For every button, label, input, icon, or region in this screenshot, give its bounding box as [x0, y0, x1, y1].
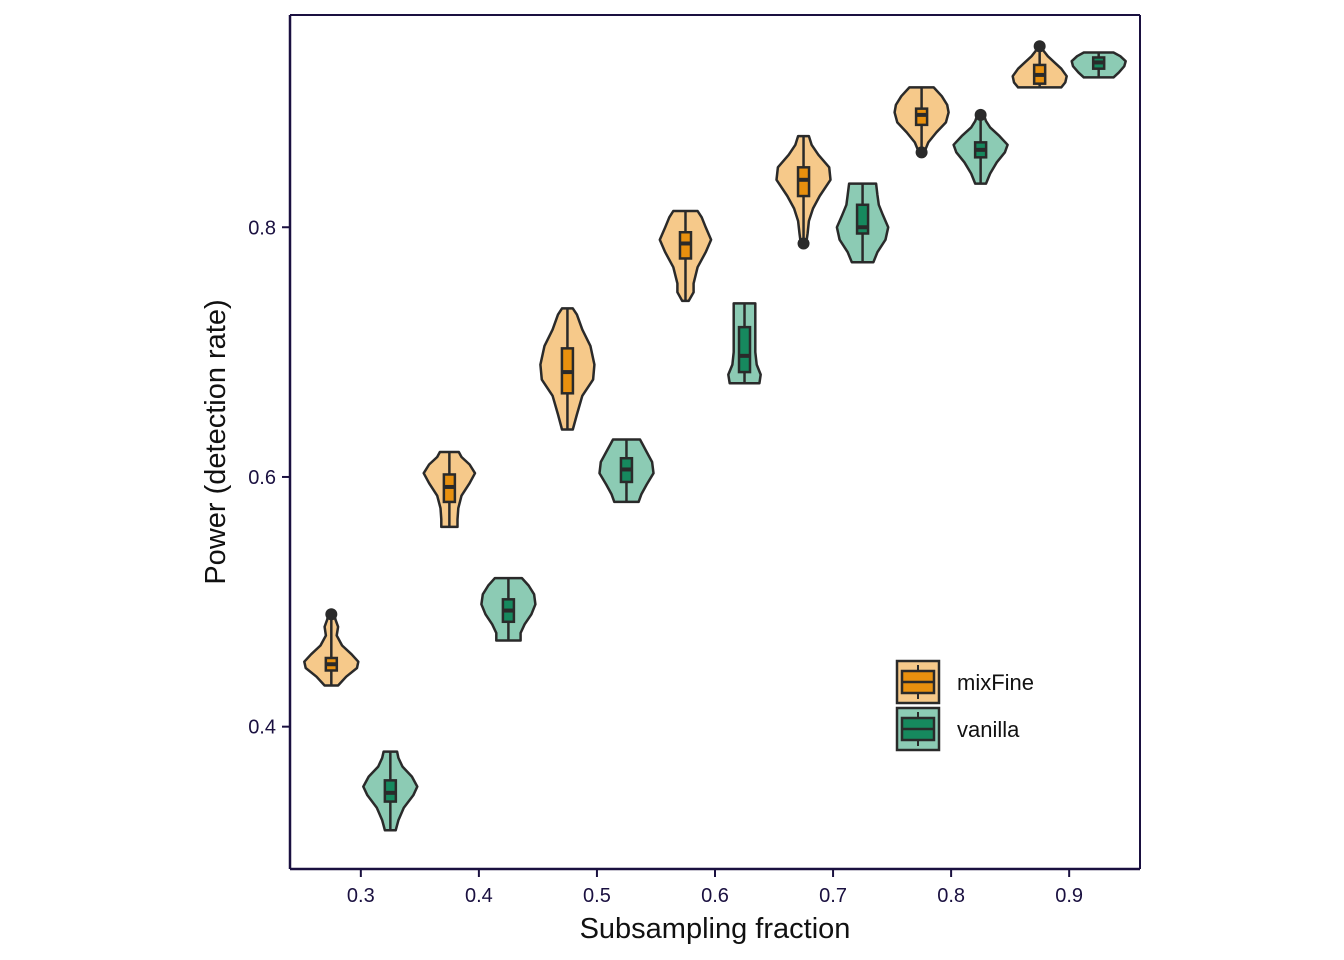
box-vanilla-4 [855, 203, 870, 235]
violin-layer [303, 40, 1127, 832]
axes-layer: 0.3 0.4 0.5 0.6 0.7 0.8 0.9 0.4 0.6 0.8 [248, 14, 1141, 907]
y-tick-label-1: 0.6 [248, 467, 276, 489]
y-tick-label-2: 0.8 [248, 217, 276, 239]
x-tick-label-0: 0.3 [347, 885, 375, 907]
box-vanilla-3 [737, 325, 752, 374]
x-tick-label-3: 0.6 [701, 885, 729, 907]
x-tick-label-5: 0.8 [937, 885, 965, 907]
y-tick-label-0: 0.4 [248, 717, 276, 739]
x-tick-label-1: 0.4 [465, 885, 493, 907]
legend-label-1: vanilla [957, 717, 1020, 742]
x-tick-label-6: 0.9 [1055, 885, 1083, 907]
x-tick-label-2: 0.5 [583, 885, 611, 907]
legend: mixFine vanilla [895, 659, 1034, 752]
outlier-mixFine-6-0 [1033, 40, 1046, 53]
outlier-mixFine-0-0 [325, 608, 338, 621]
x-tick-label-4: 0.7 [819, 885, 847, 907]
outlier-vanilla-5-0 [974, 108, 987, 121]
outlier-mixFine-4-0 [797, 237, 810, 250]
x-axis-title: Subsampling fraction [580, 913, 851, 945]
outlier-mixFine-5-0 [915, 146, 928, 159]
legend-label-0: mixFine [957, 670, 1034, 695]
y-axis-title: Power (detection rate) [200, 299, 232, 584]
